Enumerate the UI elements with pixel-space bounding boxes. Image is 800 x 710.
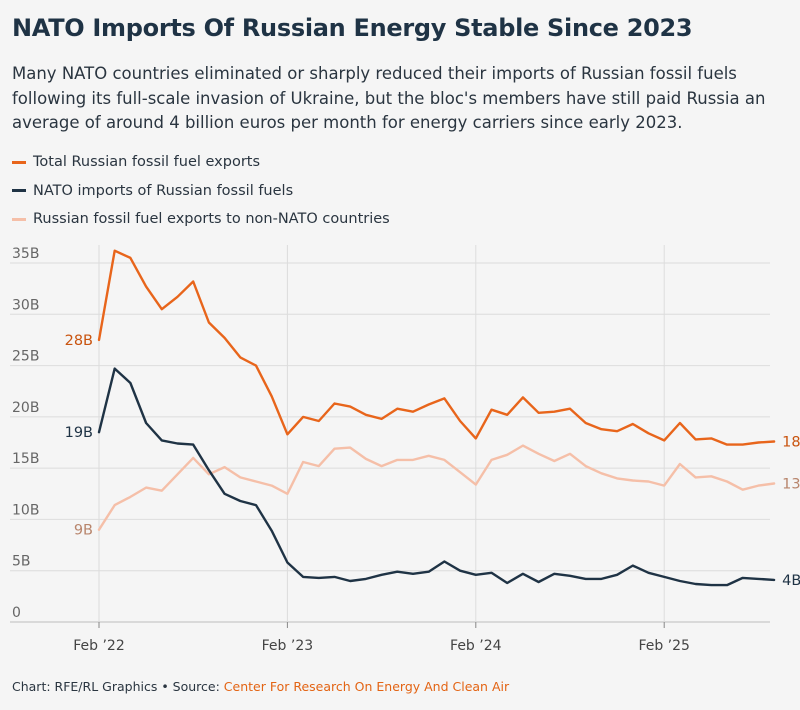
series-start-label: 19B [65,425,93,441]
series-start-label: 9B [74,523,93,539]
footer-separator: • [157,679,173,694]
legend-item-nato: NATO imports of Russian fossil fuels [12,177,390,206]
series-end-label: 18B [782,434,800,450]
legend-swatch-non-nato [12,217,26,221]
x-tick-label: Feb ’23 [262,638,314,654]
legend-swatch-total [12,160,26,164]
legend-swatch-nato [12,189,26,193]
legend-item-total: Total Russian fossil fuel exports [12,148,390,177]
line-chart: 0 5B 10B 15B 20B 25B 30B 35B Feb ’22 Feb ’23 Feb ’… [10,245,800,654]
y-tick-label: 0 [12,605,21,621]
series-line [97,249,776,446]
x-tick-label: Feb ’24 [450,638,502,654]
legend-label-non-nato: Russian fossil fuel exports to non-NATO … [33,211,390,228]
legend-item-non-nato: Russian fossil fuel exports to non-NATO … [12,205,390,234]
y-tick-label: 15B [12,451,39,467]
chart-subtitle: Many NATO countries eliminated or sharpl… [12,64,766,132]
series-end-label: 13B [782,477,800,493]
legend-label-total: Total Russian fossil fuel exports [33,154,261,171]
footer-credit: Chart: RFE/RL Graphics [12,679,158,694]
y-tick-label: 5B [12,554,31,570]
footer: Chart: RFE/RL Graphics • Source: Center … [12,679,509,694]
y-tick-label: 30B [12,297,39,313]
footer-source-link[interactable]: Center For Research On Energy And Clean … [223,679,510,694]
chart-title: NATO Imports Of Russian Energy Stable Si… [12,14,693,42]
legend-label-nato: NATO imports of Russian fossil fuels [33,182,294,199]
y-tick-label: 35B [12,246,39,262]
y-tick-label: 20B [12,400,39,416]
series-line [97,367,776,587]
x-tick-label: Feb ’22 [73,638,125,654]
y-tick-label: 25B [12,349,39,365]
series-start-label: 28B [65,333,93,349]
series-end-label: 4B [782,573,800,589]
y-tick-label: 10B [12,502,39,518]
x-tick-label: Feb ’25 [638,638,690,654]
legend: Total Russian fossil fuel exports NATO i… [12,148,390,234]
footer-source-label: Source: [172,679,224,694]
